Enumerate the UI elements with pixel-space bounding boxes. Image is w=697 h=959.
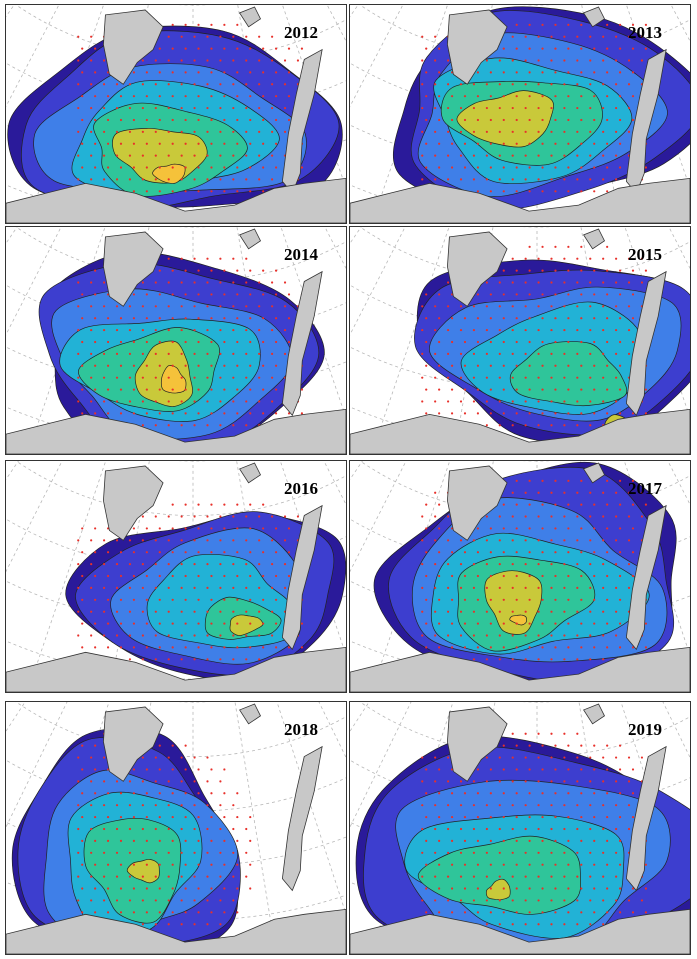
year-label: 2013: [628, 23, 662, 42]
map-canvas: [350, 461, 690, 692]
contour-field: [65, 511, 346, 681]
map-canvas: [350, 227, 690, 454]
land: [6, 462, 346, 692]
map-panel-2019: 2019: [349, 701, 691, 955]
novaya-zemlya-land: [625, 270, 667, 417]
franz-josef-land: [583, 6, 606, 28]
contour-level-5: [417, 835, 582, 915]
mainland-coast: [350, 646, 690, 692]
year-label: 2014: [284, 245, 318, 264]
map-canvas: [350, 5, 690, 223]
land: [350, 703, 690, 954]
land: [6, 703, 346, 954]
land: [350, 6, 690, 223]
novaya-zemlya-land: [625, 48, 667, 195]
novaya-zemlya-land: [281, 270, 323, 417]
novaya-zemlya-land: [281, 48, 323, 195]
mainland-coast: [6, 646, 346, 692]
franz-josef-land: [239, 6, 262, 28]
year-label: 2012: [284, 23, 318, 42]
contour-level-7: [152, 163, 186, 184]
land: [350, 228, 690, 454]
contour-level-6: [485, 878, 511, 901]
map-canvas: [6, 461, 346, 692]
mainland-coast: [350, 908, 690, 954]
franz-josef-land: [239, 462, 262, 484]
map-panel-2018: 2018: [5, 701, 347, 955]
year-label: 2019: [628, 720, 662, 739]
contour-field: [355, 735, 690, 954]
station-points: [421, 732, 648, 926]
contour-level-7: [509, 614, 527, 626]
map-panel-2015: 2015: [349, 226, 691, 455]
map-panel-2017: 2017: [349, 460, 691, 693]
mainland-coast: [6, 178, 346, 223]
mainland-coast: [6, 408, 346, 454]
contour-level-6: [126, 858, 160, 884]
svalbard-land: [103, 9, 164, 85]
mainland-coast: [350, 178, 690, 223]
mainland-coast: [6, 908, 346, 954]
land: [6, 6, 346, 223]
novaya-zemlya-land: [625, 745, 667, 892]
contour-field: [38, 251, 325, 454]
svalbard-land: [447, 231, 508, 307]
map-canvas: [6, 702, 346, 954]
franz-josef-land: [583, 462, 606, 484]
station-points: [77, 732, 252, 926]
map-canvas: [350, 702, 690, 954]
year-label: 2015: [628, 245, 662, 264]
year-label: 2017: [628, 479, 662, 498]
map-panel-2014: 2014: [5, 226, 347, 455]
land: [6, 228, 346, 454]
year-label: 2018: [284, 720, 318, 739]
franz-josef-land: [583, 703, 606, 725]
novaya-zemlya-land: [281, 504, 323, 651]
contour-level-5: [509, 341, 628, 407]
land: [350, 462, 690, 692]
svalbard-land: [103, 465, 164, 541]
year-label: 2016: [284, 479, 318, 498]
contour-level-7: [160, 365, 187, 394]
svalbard-land: [447, 9, 508, 85]
contour-level-6: [229, 614, 264, 636]
map-canvas: [6, 5, 346, 223]
contour-field: [11, 727, 241, 954]
map-panel-2012: 2012: [5, 4, 347, 224]
svalbard-land: [447, 706, 508, 782]
franz-josef-land: [583, 228, 606, 250]
mainland-coast: [350, 408, 690, 454]
map-panel-2016: 2016: [5, 460, 347, 693]
contour-level-6: [484, 570, 543, 635]
svalbard-land: [103, 231, 164, 307]
map-panel-2013: 2013: [349, 4, 691, 224]
map-canvas: [6, 227, 346, 454]
novaya-zemlya-land: [625, 504, 667, 651]
novaya-zemlya-land: [281, 745, 323, 892]
franz-josef-land: [239, 703, 262, 725]
svalbard-land: [447, 465, 508, 541]
svalbard-land: [103, 706, 164, 782]
franz-josef-land: [239, 228, 262, 250]
